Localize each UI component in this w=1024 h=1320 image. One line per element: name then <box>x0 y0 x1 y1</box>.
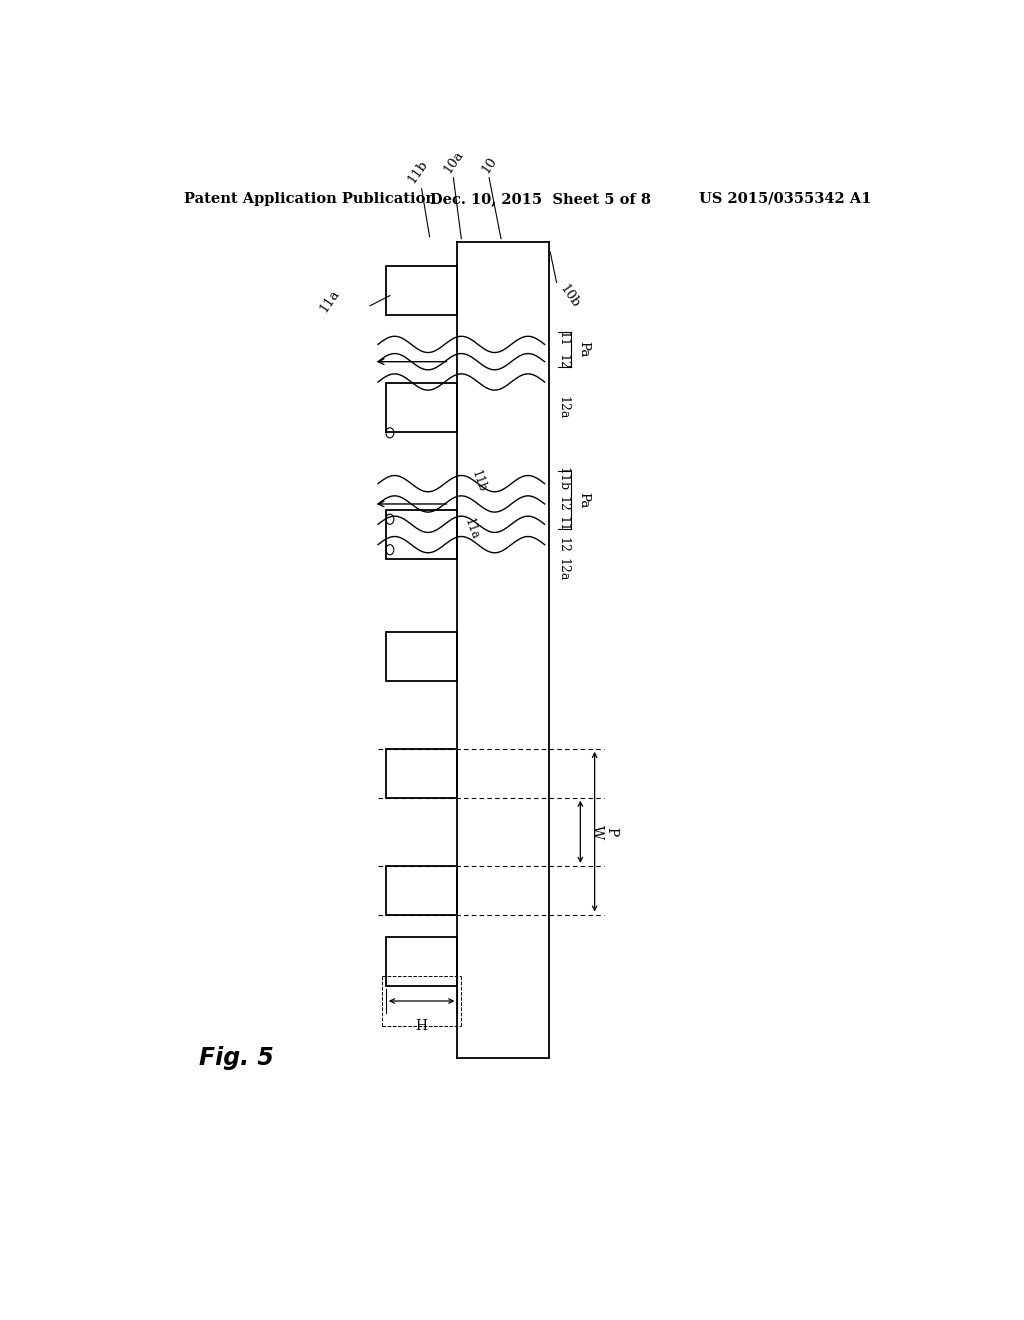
Text: 12a: 12a <box>557 558 569 582</box>
Text: 10: 10 <box>479 154 500 176</box>
Text: 10b: 10b <box>557 282 582 310</box>
Text: Fig. 5: Fig. 5 <box>200 1045 274 1071</box>
Text: Dec. 10, 2015  Sheet 5 of 8: Dec. 10, 2015 Sheet 5 of 8 <box>430 191 650 206</box>
Text: W: W <box>590 825 604 840</box>
Text: 11b: 11b <box>469 469 489 495</box>
Text: Pa: Pa <box>578 342 590 358</box>
Text: H: H <box>416 1019 428 1034</box>
Text: 11a: 11a <box>317 286 342 314</box>
Text: Patent Application Publication: Patent Application Publication <box>183 191 435 206</box>
Text: 11: 11 <box>557 516 569 532</box>
Text: 11: 11 <box>557 331 569 347</box>
Text: 12: 12 <box>557 496 569 512</box>
Text: Pa: Pa <box>578 492 590 508</box>
Text: 12: 12 <box>557 354 569 370</box>
Text: 10a: 10a <box>441 148 466 176</box>
Text: 11b: 11b <box>557 466 569 491</box>
Text: 12: 12 <box>557 537 569 553</box>
Text: P: P <box>604 828 618 837</box>
Text: 11b: 11b <box>406 158 430 186</box>
Text: 12a: 12a <box>557 396 569 420</box>
Text: 11a: 11a <box>461 517 481 541</box>
Text: US 2015/0355342 A1: US 2015/0355342 A1 <box>699 191 871 206</box>
